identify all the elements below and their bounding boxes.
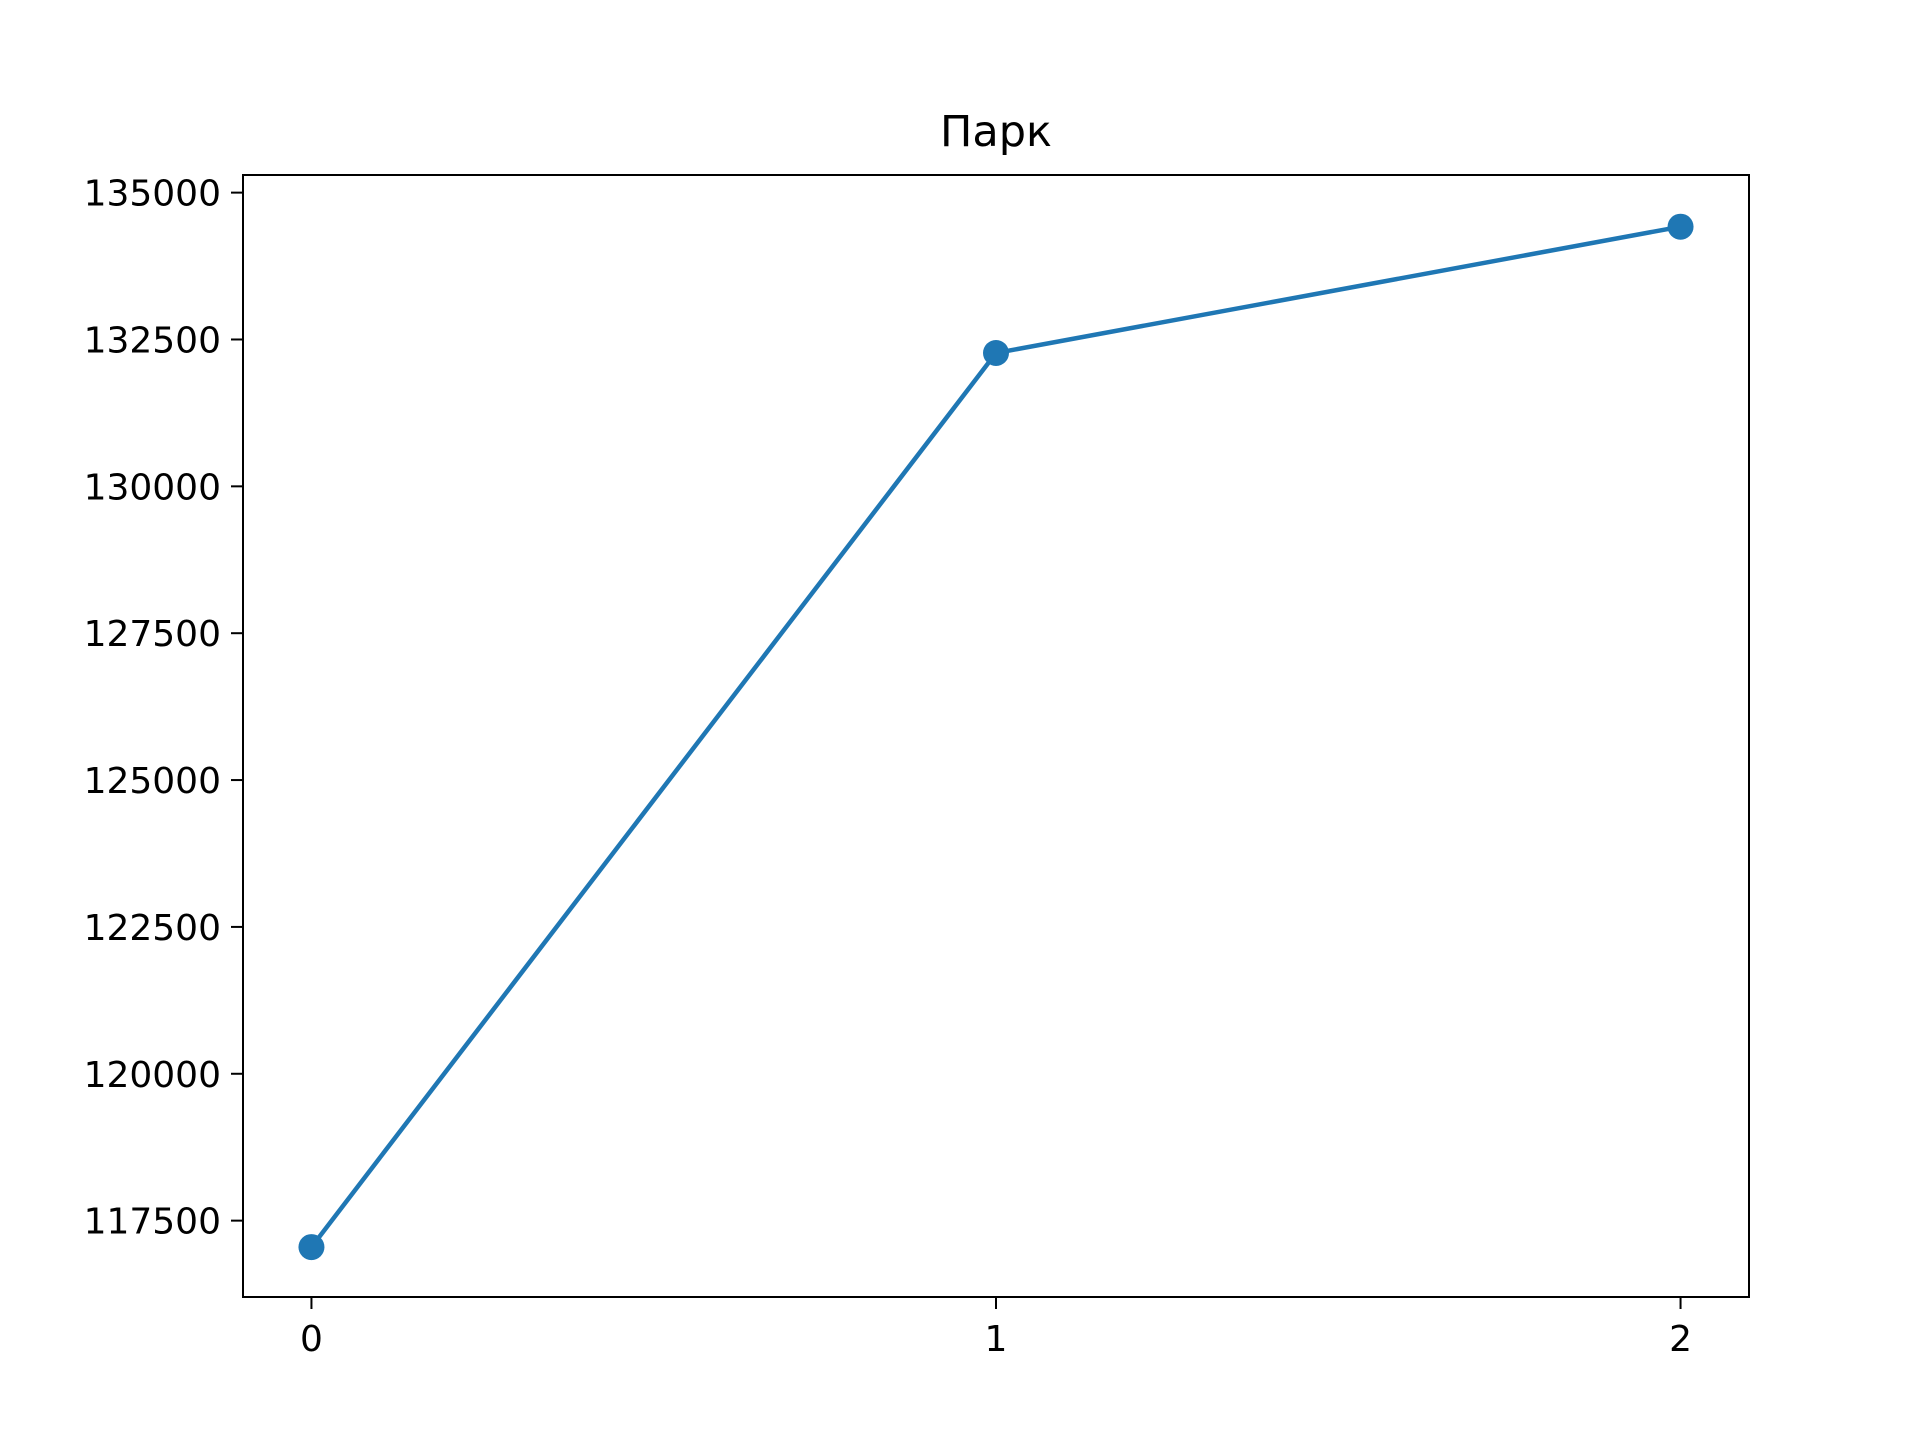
x-tick-label: 0 <box>300 1319 323 1360</box>
data-point <box>298 1234 325 1261</box>
x-tick-label: 2 <box>1669 1319 1692 1360</box>
x-axis: 0 1 2 <box>300 1297 1692 1360</box>
y-tick-label: 130000 <box>84 467 221 508</box>
data-point <box>983 339 1009 366</box>
y-axis: 117500 120000 122500 125000 127500 130000 1325… <box>84 174 243 1243</box>
y-tick-label: 127500 <box>84 614 221 655</box>
y-tick-label: 132500 <box>84 320 221 361</box>
series-layer <box>298 213 1694 1261</box>
y-tick-label: 117500 <box>84 1202 221 1243</box>
y-tick-label: 122500 <box>84 908 221 949</box>
plot-frame <box>242 174 1750 1298</box>
y-tick-label: 125000 <box>84 761 221 802</box>
y-tick-label: 135000 <box>84 174 221 215</box>
x-tick-label: 1 <box>985 1319 1008 1360</box>
chart-title: Парк <box>940 107 1052 157</box>
y-tick-label: 120000 <box>84 1055 221 1096</box>
data-point <box>1667 213 1694 240</box>
